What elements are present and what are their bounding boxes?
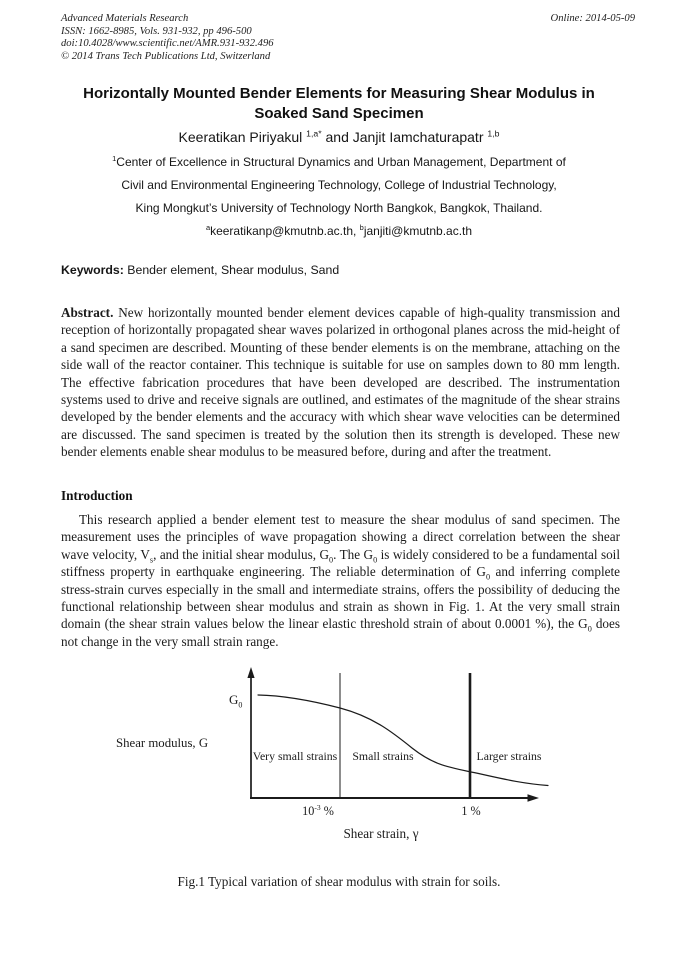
journal-copyright: © 2014 Trans Tech Publications Ltd, Swit… — [61, 51, 271, 63]
g0-label: G0 — [229, 692, 243, 710]
introduction-heading: Introduction — [61, 488, 133, 503]
x-tick-10-3-percent: 10-3 % — [302, 802, 334, 818]
y-axis-label: Shear modulus, G — [116, 736, 209, 750]
x-axis-arrow — [527, 794, 539, 802]
shear-modulus-chart — [247, 667, 549, 802]
online-date: Online: 2014-05-09 — [550, 13, 635, 24]
introduction-paragraph: This research applied a bender element t… — [61, 512, 620, 649]
journal-name: Advanced Materials Research — [61, 13, 189, 24]
region-label-larger-strains: Larger strains — [476, 749, 542, 763]
affiliation-block: 1Center of Excellence in Structural Dyna… — [40, 151, 638, 243]
affiliation-line-2: Civil and Environmental Engineering Tech… — [121, 178, 557, 192]
figure-1: G0 Shear modulus, G Very small strains S… — [100, 665, 570, 855]
shear-modulus-curve — [257, 694, 549, 787]
journal-issn: ISSN: 1662-8985, Vols. 931-932, pp 496-5… — [61, 25, 252, 37]
region-label-very-small-strains: Very small strains — [252, 749, 338, 763]
authors-line: Keeratikan Piriyakul 1,a* and Janjit Iam… — [178, 128, 500, 145]
affiliation-line-3: King Mongkut’s University of Technology … — [135, 201, 543, 215]
abstract-paragraph: Abstract. New horizontally mounted bende… — [61, 305, 620, 460]
journal-header: Advanced Materials Research ISSN: 1662-8… — [61, 13, 274, 64]
x-axis-label: Shear strain, γ — [343, 826, 419, 841]
figure-caption: Fig.1 Typical variation of shear modulus… — [177, 874, 501, 889]
author-emails: akeeratikanp@kmutnb.ac.th, bjanjiti@kmut… — [205, 223, 473, 238]
keywords-line: Keywords: Bender element, Shear modulus,… — [61, 263, 340, 277]
journal-doi: doi:10.4028/www.scientific.net/AMR.931-9… — [61, 38, 274, 50]
affiliation-line-1: 1Center of Excellence in Structural Dyna… — [112, 154, 566, 169]
page-title: Horizontally Mounted Bender Elements for… — [83, 85, 595, 122]
x-tick-1-percent: 1 % — [461, 804, 481, 818]
region-label-small-strains: Small strains — [352, 749, 414, 763]
y-axis-arrow — [247, 667, 255, 678]
